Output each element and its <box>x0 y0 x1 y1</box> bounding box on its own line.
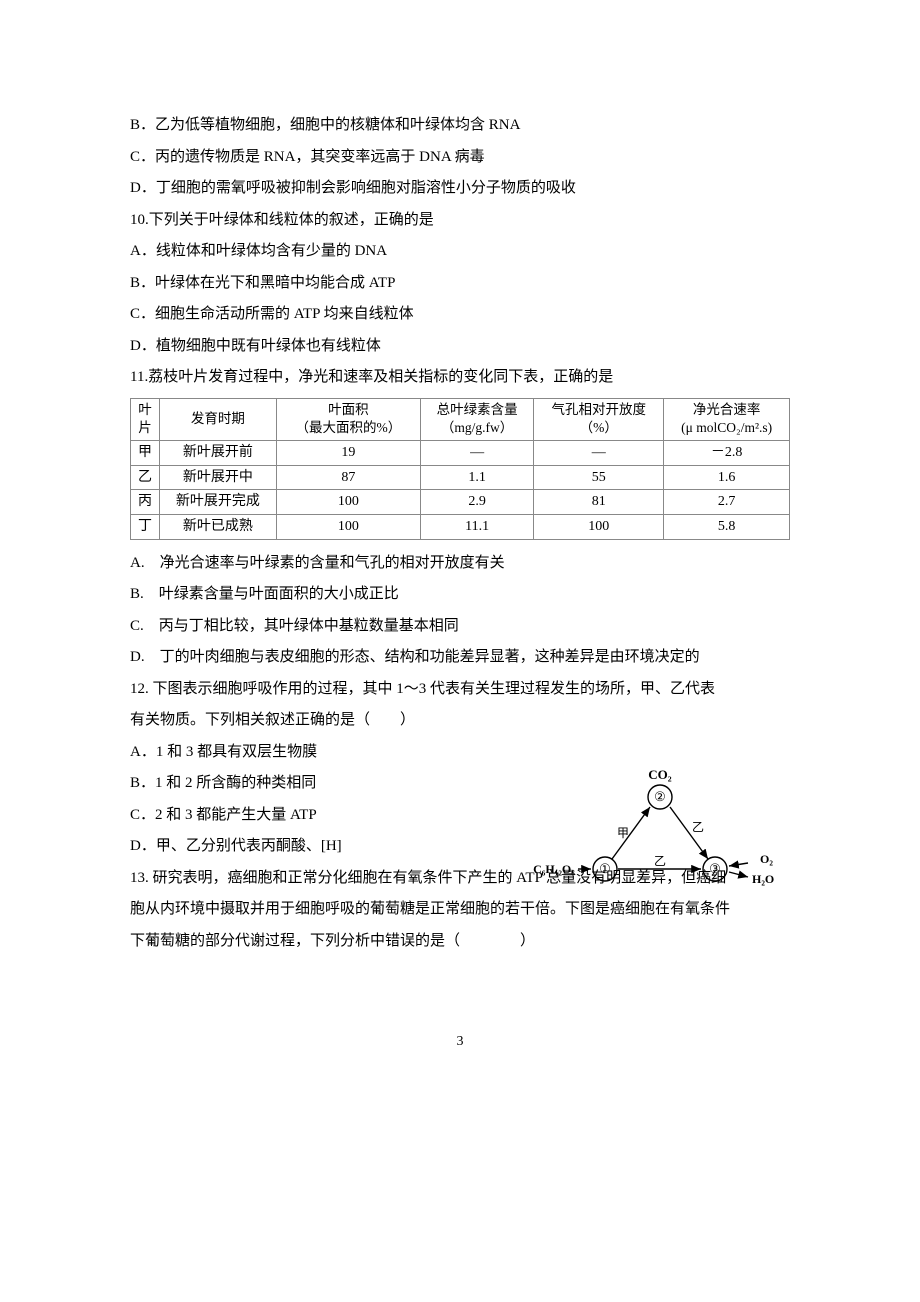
q12-block: A．1 和 3 都具有双层生物膜 B．1 和 2 所含酶的种类相同 C．2 和 … <box>130 737 790 863</box>
th-leaf: 叶 片 <box>131 398 160 441</box>
table-cell: 丙 <box>131 490 160 515</box>
q10-option-c: C．细胞生命活动所需的 ATP 均来自线粒体 <box>130 299 790 331</box>
q11-option-b: B. 叶绿素含量与叶面面积的大小成正比 <box>130 579 790 611</box>
table-cell: 甲 <box>131 441 160 466</box>
q12-option-b: B．1 和 2 所含酶的种类相同 <box>130 768 490 800</box>
table-cell: 1.1 <box>421 465 534 490</box>
respiration-diagram-icon: ② CO₂ ① ③ 甲 乙 乙 C₆H₁₂O₆ O₂ H₂O <box>530 769 790 899</box>
zh-label: 乙 <box>654 854 666 868</box>
table-row: 丁新叶已成熟10011.11005.8 <box>131 515 790 540</box>
question-13-l3: 下葡萄糖的部分代谢过程，下列分析中错误的是（ ） <box>130 926 790 958</box>
th-rate-l1: 净光合速率 <box>668 401 785 420</box>
th-stage: 发育时期 <box>159 398 276 441</box>
table-cell: — <box>421 441 534 466</box>
q10-option-a: A．线粒体和叶绿体均含有少量的 DNA <box>130 236 790 268</box>
table-cell: 5.8 <box>664 515 790 540</box>
th-leaf-l1: 叶 <box>135 401 155 420</box>
h2o-label: H₂O <box>752 872 774 886</box>
th-area: 叶面积 （最大面积的%） <box>276 398 420 441</box>
page-number: 3 <box>130 1027 790 1056</box>
question-11: 11.荔枝叶片发育过程中，净光和速率及相关指标的变化同下表，正确的是 <box>130 362 790 394</box>
yi-label-right: 乙 <box>692 820 704 834</box>
question-13-l2: 胞从内环境中摄取并用于细胞呼吸的葡萄糖是正常细胞的若干倍。下图是癌细胞在有氧条件 <box>130 894 790 926</box>
table-body: 甲新叶展开前19——－2.8乙新叶展开中871.1551.6丙新叶展开完成100… <box>131 441 790 539</box>
q10-option-b: B．叶绿体在光下和黑暗中均能合成 ATP <box>130 268 790 300</box>
table-cell: 乙 <box>131 465 160 490</box>
th-rate: 净光合速率 (μ molCO₂/m².s) <box>664 398 790 441</box>
node-2-label: ② <box>654 789 666 804</box>
th-rate-l2: (μ molCO₂/m².s) <box>668 419 785 438</box>
th-sto-l1: 气孔相对开放度 <box>538 401 659 420</box>
table-row: 丙新叶展开完成1002.9812.7 <box>131 490 790 515</box>
table-cell: 19 <box>276 441 420 466</box>
table-cell: 81 <box>534 490 664 515</box>
table-cell: 55 <box>534 465 664 490</box>
table-cell: 新叶已成熟 <box>159 515 276 540</box>
option-c: C．丙的遗传物质是 RNA，其突变率远高于 DNA 病毒 <box>130 142 790 174</box>
q10-option-d: D．植物细胞中既有叶绿体也有线粒体 <box>130 331 790 363</box>
o2-label: O₂ <box>760 852 773 866</box>
table-cell: 1.6 <box>664 465 790 490</box>
q11-option-d: D. 丁的叶肉细胞与表皮细胞的形态、结构和功能差异显著，这种差异是由环境决定的 <box>130 642 790 674</box>
table-cell: 100 <box>276 515 420 540</box>
jia-label: 甲 <box>617 826 629 840</box>
table-cell: －2.8 <box>664 441 790 466</box>
table-cell: 2.7 <box>664 490 790 515</box>
th-chl-l1: 总叶绿素含量 <box>425 401 529 420</box>
option-b: B．乙为低等植物细胞，细胞中的核糖体和叶绿体均含 RNA <box>130 110 790 142</box>
table-cell: — <box>534 441 664 466</box>
table-cell: 100 <box>276 490 420 515</box>
q12-option-d: D．甲、乙分别代表丙酮酸、[H] <box>130 831 490 863</box>
table-cell: 2.9 <box>421 490 534 515</box>
th-area-l2: （最大面积的%） <box>281 419 416 438</box>
co2-label: CO₂ <box>648 769 672 782</box>
q11-option-a: A. 净光合速率与叶绿素的含量和气孔的相对开放度有关 <box>130 548 790 580</box>
glucose-label: C₆H₁₂O₆ <box>533 862 575 876</box>
question-12-l2: 有关物质。下列相关叙述正确的是（ ） <box>130 705 790 737</box>
node-1-label: ① <box>599 861 611 876</box>
q11-table: 叶 片 发育时期 叶面积 （最大面积的%） 总叶绿素含量 （mg/g.fw） 气… <box>130 398 790 540</box>
q12-option-a: A．1 和 3 都具有双层生物膜 <box>130 737 490 769</box>
q11-option-c: C. 丙与丁相比较，其叶绿体中基粒数量基本相同 <box>130 611 790 643</box>
table-cell: 11.1 <box>421 515 534 540</box>
table-row: 甲新叶展开前19——－2.8 <box>131 441 790 466</box>
th-chlorophyll: 总叶绿素含量 （mg/g.fw） <box>421 398 534 441</box>
th-stomata: 气孔相对开放度 （%） <box>534 398 664 441</box>
table-cell: 100 <box>534 515 664 540</box>
table-row: 乙新叶展开中871.1551.6 <box>131 465 790 490</box>
table-cell: 87 <box>276 465 420 490</box>
node-3-label: ③ <box>709 861 721 876</box>
th-sto-l2: （%） <box>538 419 659 438</box>
option-d: D．丁细胞的需氧呼吸被抑制会影响细胞对脂溶性小分子物质的吸收 <box>130 173 790 205</box>
th-chl-l2: （mg/g.fw） <box>425 419 529 438</box>
table-cell: 新叶展开完成 <box>159 490 276 515</box>
table-cell: 丁 <box>131 515 160 540</box>
table-cell: 新叶展开前 <box>159 441 276 466</box>
th-area-l1: 叶面积 <box>281 401 416 420</box>
q12-option-c: C．2 和 3 都能产生大量 ATP <box>130 800 490 832</box>
th-leaf-l2: 片 <box>135 419 155 438</box>
table-cell: 新叶展开中 <box>159 465 276 490</box>
question-10: 10.下列关于叶绿体和线粒体的叙述，正确的是 <box>130 205 790 237</box>
question-12-l1: 12. 下图表示细胞呼吸作用的过程，其中 1～3 代表有关生理过程发生的场所，甲… <box>130 674 790 706</box>
